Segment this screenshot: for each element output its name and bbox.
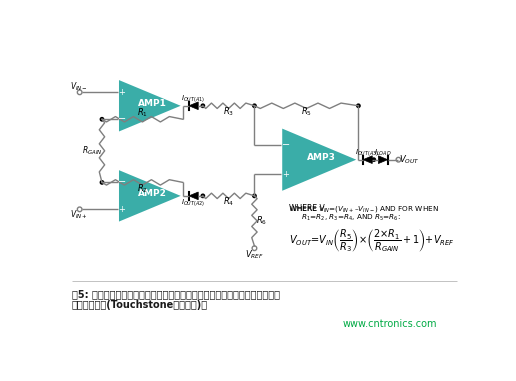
Text: +: +: [119, 205, 125, 214]
Text: $V_{OUT}$: $V_{OUT}$: [399, 154, 420, 166]
Polygon shape: [281, 127, 359, 192]
Text: $V_{REF}$: $V_{REF}$: [245, 249, 264, 261]
Polygon shape: [118, 79, 183, 133]
Text: $R_{GAIN}$: $R_{GAIN}$: [83, 144, 103, 157]
Text: AMP2: AMP2: [138, 189, 167, 198]
Text: $I_{LOAD}$: $I_{LOAD}$: [374, 148, 392, 158]
Text: −: −: [282, 140, 290, 150]
Circle shape: [372, 158, 376, 162]
Text: AMP3: AMP3: [307, 153, 336, 162]
Text: +: +: [119, 88, 125, 97]
Text: +: +: [283, 170, 289, 179]
Circle shape: [201, 194, 204, 198]
Text: 个仪表放大器(Touchstone公司提供)。: 个仪表放大器(Touchstone公司提供)。: [72, 300, 208, 310]
Text: WHERE V: WHERE V: [289, 203, 325, 213]
Text: $V_{OUT}$=$V_{IN}$$\left(\dfrac{R_5}{R_3}\right)$$\times$$\left(\dfrac{2{\times}: $V_{OUT}$=$V_{IN}$$\left(\dfrac{R_5}{R_3…: [289, 227, 455, 254]
Circle shape: [100, 181, 104, 184]
Polygon shape: [118, 169, 183, 223]
Polygon shape: [189, 102, 198, 110]
Circle shape: [201, 104, 204, 107]
Text: $V_{IN-}$: $V_{IN-}$: [70, 81, 88, 93]
Text: $R_4$: $R_4$: [223, 196, 234, 208]
Text: $I_{OUT(A3)}$: $I_{OUT(A3)}$: [356, 147, 380, 158]
Circle shape: [253, 194, 256, 198]
Text: www.cntronics.com: www.cntronics.com: [343, 319, 438, 329]
Text: −: −: [118, 114, 126, 124]
Text: $R_1$: $R_1$: [137, 107, 148, 119]
Text: AMP1: AMP1: [138, 99, 167, 108]
Circle shape: [253, 104, 256, 107]
Text: $V_{IN+}$: $V_{IN+}$: [70, 208, 88, 221]
Text: $R_5$: $R_5$: [301, 106, 312, 118]
Polygon shape: [363, 156, 372, 163]
Circle shape: [357, 104, 360, 107]
Text: $R_1$=$R_2$, $R_3$=$R_4$, AND $R_5$=$R_6$:: $R_1$=$R_2$, $R_3$=$R_4$, AND $R_5$=$R_6…: [301, 213, 400, 223]
Text: $I_{OUT(A1)}$: $I_{OUT(A1)}$: [182, 93, 206, 104]
Polygon shape: [378, 156, 388, 163]
Text: −: −: [118, 178, 126, 187]
Text: $R_2$: $R_2$: [137, 182, 148, 195]
Circle shape: [100, 118, 104, 121]
Text: $R_6$: $R_6$: [256, 215, 267, 227]
Text: $R_3$: $R_3$: [223, 106, 234, 118]
Text: 图5: 如果理解了某些运放参数并正确使用，就可以用三只单电源运放配置成一: 图5: 如果理解了某些运放参数并正确使用，就可以用三只单电源运放配置成一: [72, 289, 280, 299]
Text: $I_{OUT(A2)}$: $I_{OUT(A2)}$: [182, 197, 206, 208]
Text: WHERE $V_{IN}$=($V_{IN+}$–$V_{IN-}$) AND FOR WHEN: WHERE $V_{IN}$=($V_{IN+}$–$V_{IN-}$) AND…: [289, 203, 439, 214]
Polygon shape: [189, 192, 198, 200]
